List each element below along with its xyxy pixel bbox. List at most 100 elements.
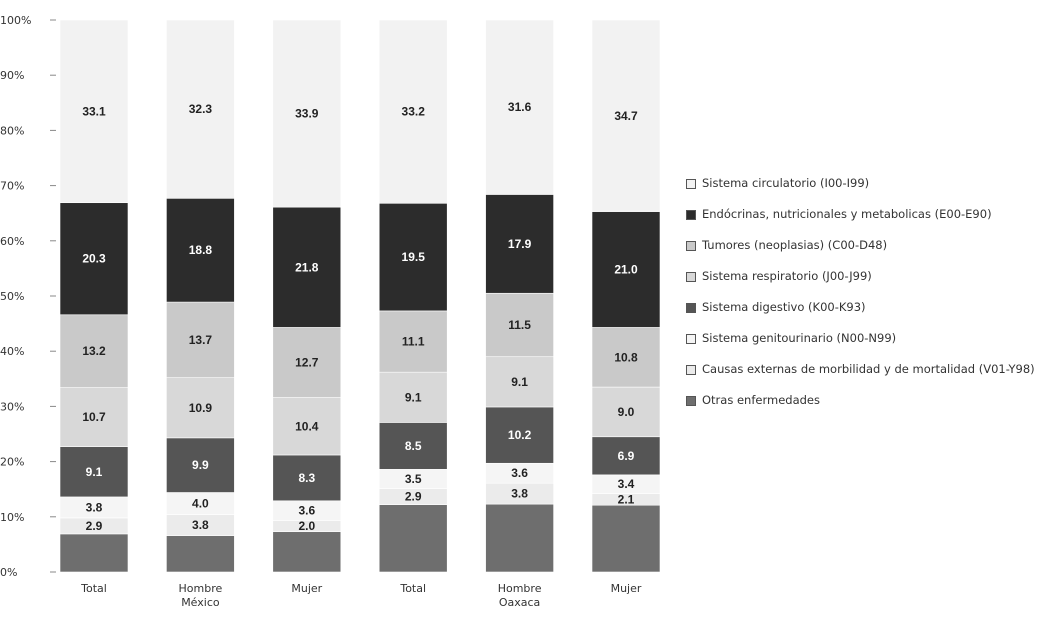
- bar-segment: [591, 19, 661, 212]
- data-label: 13.7: [189, 333, 213, 347]
- legend-label: Causas externas de morbilidad y de morta…: [702, 362, 1035, 376]
- data-label: 4.0: [192, 497, 209, 511]
- legend-swatch: [686, 210, 696, 220]
- data-label: 10.4: [295, 419, 319, 433]
- legend: Sistema circulatorio (I00-I99) Endócrina…: [686, 176, 1036, 424]
- bar-segment: [59, 533, 129, 573]
- y-axis: 0% 10% 20% 30% 40% 50% 60% 70% 80% 90% 100%: [0, 14, 56, 579]
- legend-swatch: [686, 179, 696, 189]
- bar-segment: [378, 202, 448, 312]
- bar-segment: [378, 504, 448, 573]
- data-label: 21.8: [295, 260, 319, 274]
- y-tick-label: 50%: [0, 290, 24, 303]
- data-label: 11.1: [402, 335, 425, 349]
- data-label: 34.7: [614, 109, 638, 123]
- legend-item: Sistema respiratorio (J00-J99): [686, 269, 1036, 283]
- bar-segment: [378, 371, 448, 423]
- y-tick-label: 60%: [0, 235, 24, 248]
- legend-label: Sistema respiratorio (J00-J99): [702, 269, 872, 283]
- bar-segment: [166, 197, 235, 303]
- legend-label: Sistema circulatorio (I00-I99): [702, 176, 870, 190]
- data-label: 3.5: [405, 472, 422, 486]
- category-label: Mujer: [611, 582, 642, 595]
- category-label: Total: [399, 582, 426, 595]
- bar-segment: [166, 301, 235, 378]
- data-label: 6.9: [618, 449, 635, 463]
- y-tick-label: 80%: [0, 124, 24, 137]
- data-label: 2.0: [298, 519, 315, 533]
- y-tick-label: 10%: [0, 511, 24, 524]
- bar-segment: [272, 206, 342, 328]
- data-label: 8.3: [298, 471, 315, 485]
- bar-segment: [272, 454, 342, 502]
- legend-label: Otras enfermedades: [702, 393, 820, 407]
- y-tick-label: 0%: [0, 566, 17, 579]
- y-tick-label: 30%: [0, 400, 24, 413]
- legend-swatch: [686, 303, 696, 313]
- y-tick-label: 90%: [0, 69, 24, 82]
- data-label: 2.9: [405, 490, 422, 504]
- data-label: 2.1: [618, 492, 635, 506]
- data-label: 12.7: [295, 356, 319, 370]
- data-label: 20.3: [82, 252, 106, 266]
- data-label: 32.3: [189, 102, 213, 116]
- bar-segment: [272, 327, 342, 398]
- bar-segment: [591, 327, 661, 388]
- data-label: 13.2: [82, 344, 106, 358]
- bar-segment: [59, 314, 129, 388]
- data-label: 33.1: [82, 104, 106, 118]
- data-label: 33.2: [402, 105, 426, 119]
- category-label: Hombre: [498, 582, 542, 595]
- group-label: Oaxaca: [499, 596, 540, 609]
- bar-segment: [485, 406, 554, 464]
- data-label: 9.9: [192, 458, 209, 472]
- y-tick-label: 70%: [0, 180, 24, 193]
- data-label: 18.8: [189, 243, 213, 257]
- bars: 2.9 3.8 9.1 10.7 13.2 20.3 33.1 3.8 4.0 9.9 10.9 13…: [59, 19, 661, 573]
- legend-swatch: [686, 334, 696, 344]
- data-label: 3.6: [298, 504, 315, 518]
- bar-segment: [272, 19, 342, 208]
- data-label: 3.8: [192, 518, 209, 532]
- bar-segment: [485, 19, 554, 195]
- bar-segment: [378, 19, 448, 204]
- data-label: 9.1: [405, 390, 422, 404]
- bar-segment: [591, 436, 661, 476]
- data-label: 9.0: [618, 405, 635, 419]
- bar-segment: [485, 194, 554, 294]
- legend-swatch: [686, 272, 696, 282]
- bar-segment: [272, 531, 342, 573]
- legend-label: Endócrinas, nutricionales y metabolicas …: [702, 207, 992, 221]
- legend-label: Sistema digestivo (K00-K93): [702, 300, 866, 314]
- legend-swatch: [686, 365, 696, 375]
- data-label: 31.6: [508, 100, 532, 114]
- bar-segment: [378, 310, 448, 373]
- bar-segment: [166, 19, 235, 199]
- data-label: 33.9: [295, 107, 319, 121]
- data-label: 19.5: [402, 250, 426, 264]
- legend-swatch: [686, 396, 696, 406]
- bar-segment: [166, 377, 235, 439]
- bar-segment: [485, 356, 554, 408]
- bar-segment: [591, 504, 661, 573]
- legend-swatch: [686, 241, 696, 251]
- legend-item: Sistema genitourinario (N00-N99): [686, 331, 1036, 345]
- legend-item: Sistema digestivo (K00-K93): [686, 300, 1036, 314]
- bar-segment: [591, 211, 661, 328]
- data-label: 2.9: [86, 519, 103, 533]
- y-tick-label: 100%: [0, 14, 31, 27]
- category-label: Mujer: [291, 582, 322, 595]
- legend-label: Sistema genitourinario (N00-N99): [702, 331, 897, 345]
- data-label: 11.5: [508, 318, 531, 332]
- data-label: 3.4: [618, 477, 635, 491]
- data-label: 9.1: [86, 465, 103, 479]
- bar-segment: [166, 437, 235, 493]
- category-label: Total: [80, 582, 107, 595]
- data-label: 3.8: [86, 500, 103, 514]
- bar-segment: [485, 292, 554, 358]
- data-label: 3.8: [511, 487, 528, 501]
- group-label: México: [181, 596, 220, 609]
- data-label: 8.5: [405, 439, 422, 453]
